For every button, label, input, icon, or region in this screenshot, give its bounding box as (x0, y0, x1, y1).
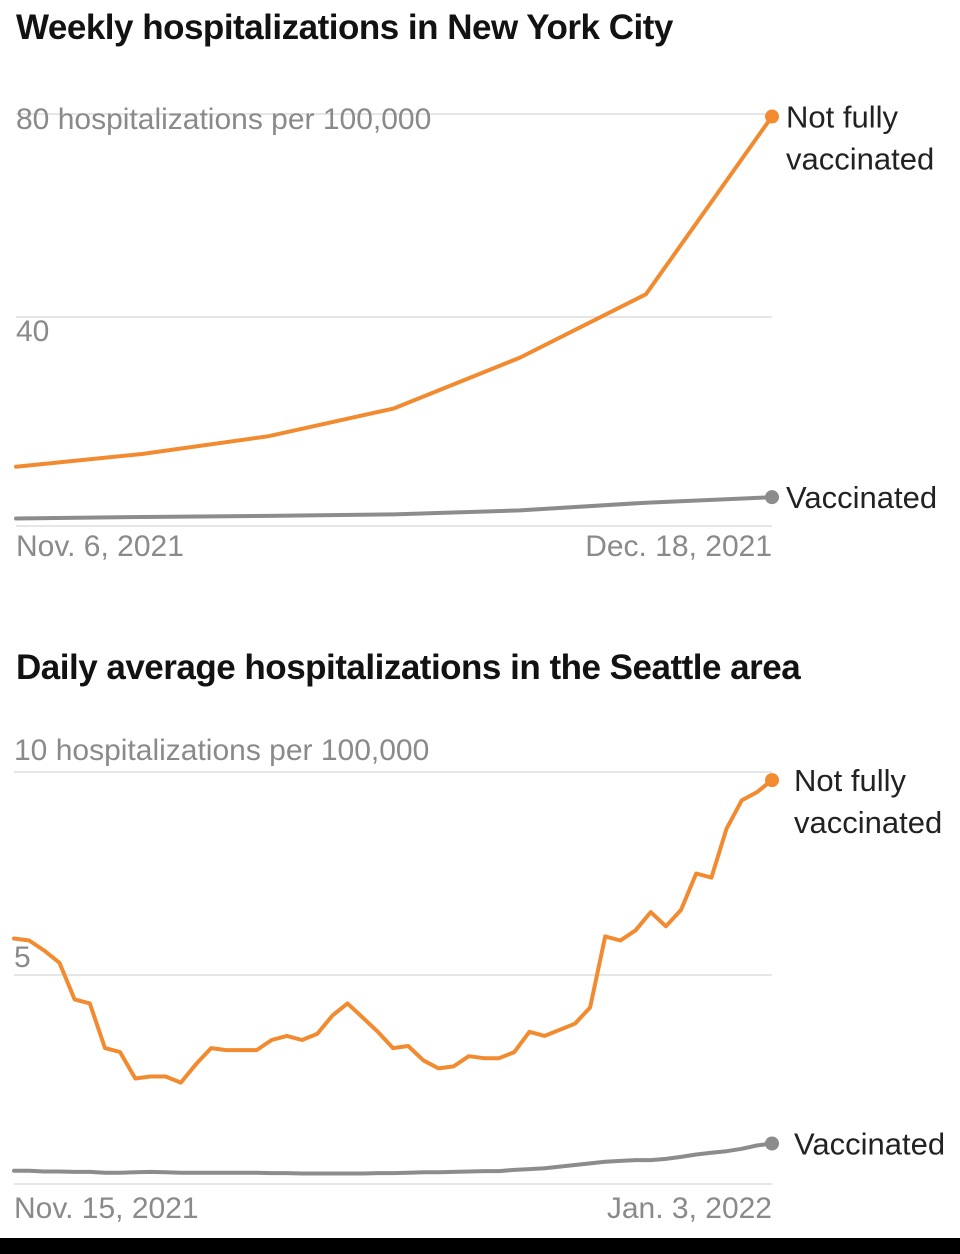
series-label: Not fully (794, 763, 906, 798)
chart-title-nyc: Weekly hospitalizations in New York City (16, 8, 673, 47)
series-label: Vaccinated (786, 480, 937, 515)
series-label: Not fully (786, 100, 898, 135)
series-line-vaccinated (12, 1141, 774, 1176)
series-line-not-fully-vaccinated (14, 114, 774, 469)
x-tick-label: Nov. 15, 2021 (14, 1192, 199, 1225)
x-tick-label: Jan. 3, 2022 (607, 1192, 772, 1225)
x-tick-label: Dec. 18, 2021 (585, 530, 772, 563)
series-label: vaccinated (786, 142, 934, 177)
series-line-not-fully-vaccinated (12, 778, 774, 1085)
chart-seattle: 10 hospitalizations per 100,000 5 Nov. 15,… (12, 734, 945, 1225)
series-end-dot (765, 1136, 779, 1151)
chart-title-seattle: Daily average hospitalizations in the Se… (16, 648, 801, 687)
x-tick-label: Nov. 6, 2021 (16, 530, 184, 563)
series-end-dot (765, 109, 779, 124)
series-end-dot (765, 490, 779, 505)
series-label: vaccinated (794, 805, 942, 840)
series-line-vaccinated (14, 495, 774, 521)
bottom-bar (0, 1238, 960, 1254)
y-tick-label: 80 hospitalizations per 100,000 (16, 103, 431, 136)
series-label: Vaccinated (794, 1126, 945, 1161)
y-tick-label: 10 hospitalizations per 100,000 (14, 734, 429, 767)
chart-nyc: 80 hospitalizations per 100,000 40 Nov. 6,… (14, 100, 937, 563)
y-tick-label: 40 (16, 315, 49, 348)
y-tick-label: 5 (14, 941, 31, 974)
series-end-dot (765, 773, 779, 788)
